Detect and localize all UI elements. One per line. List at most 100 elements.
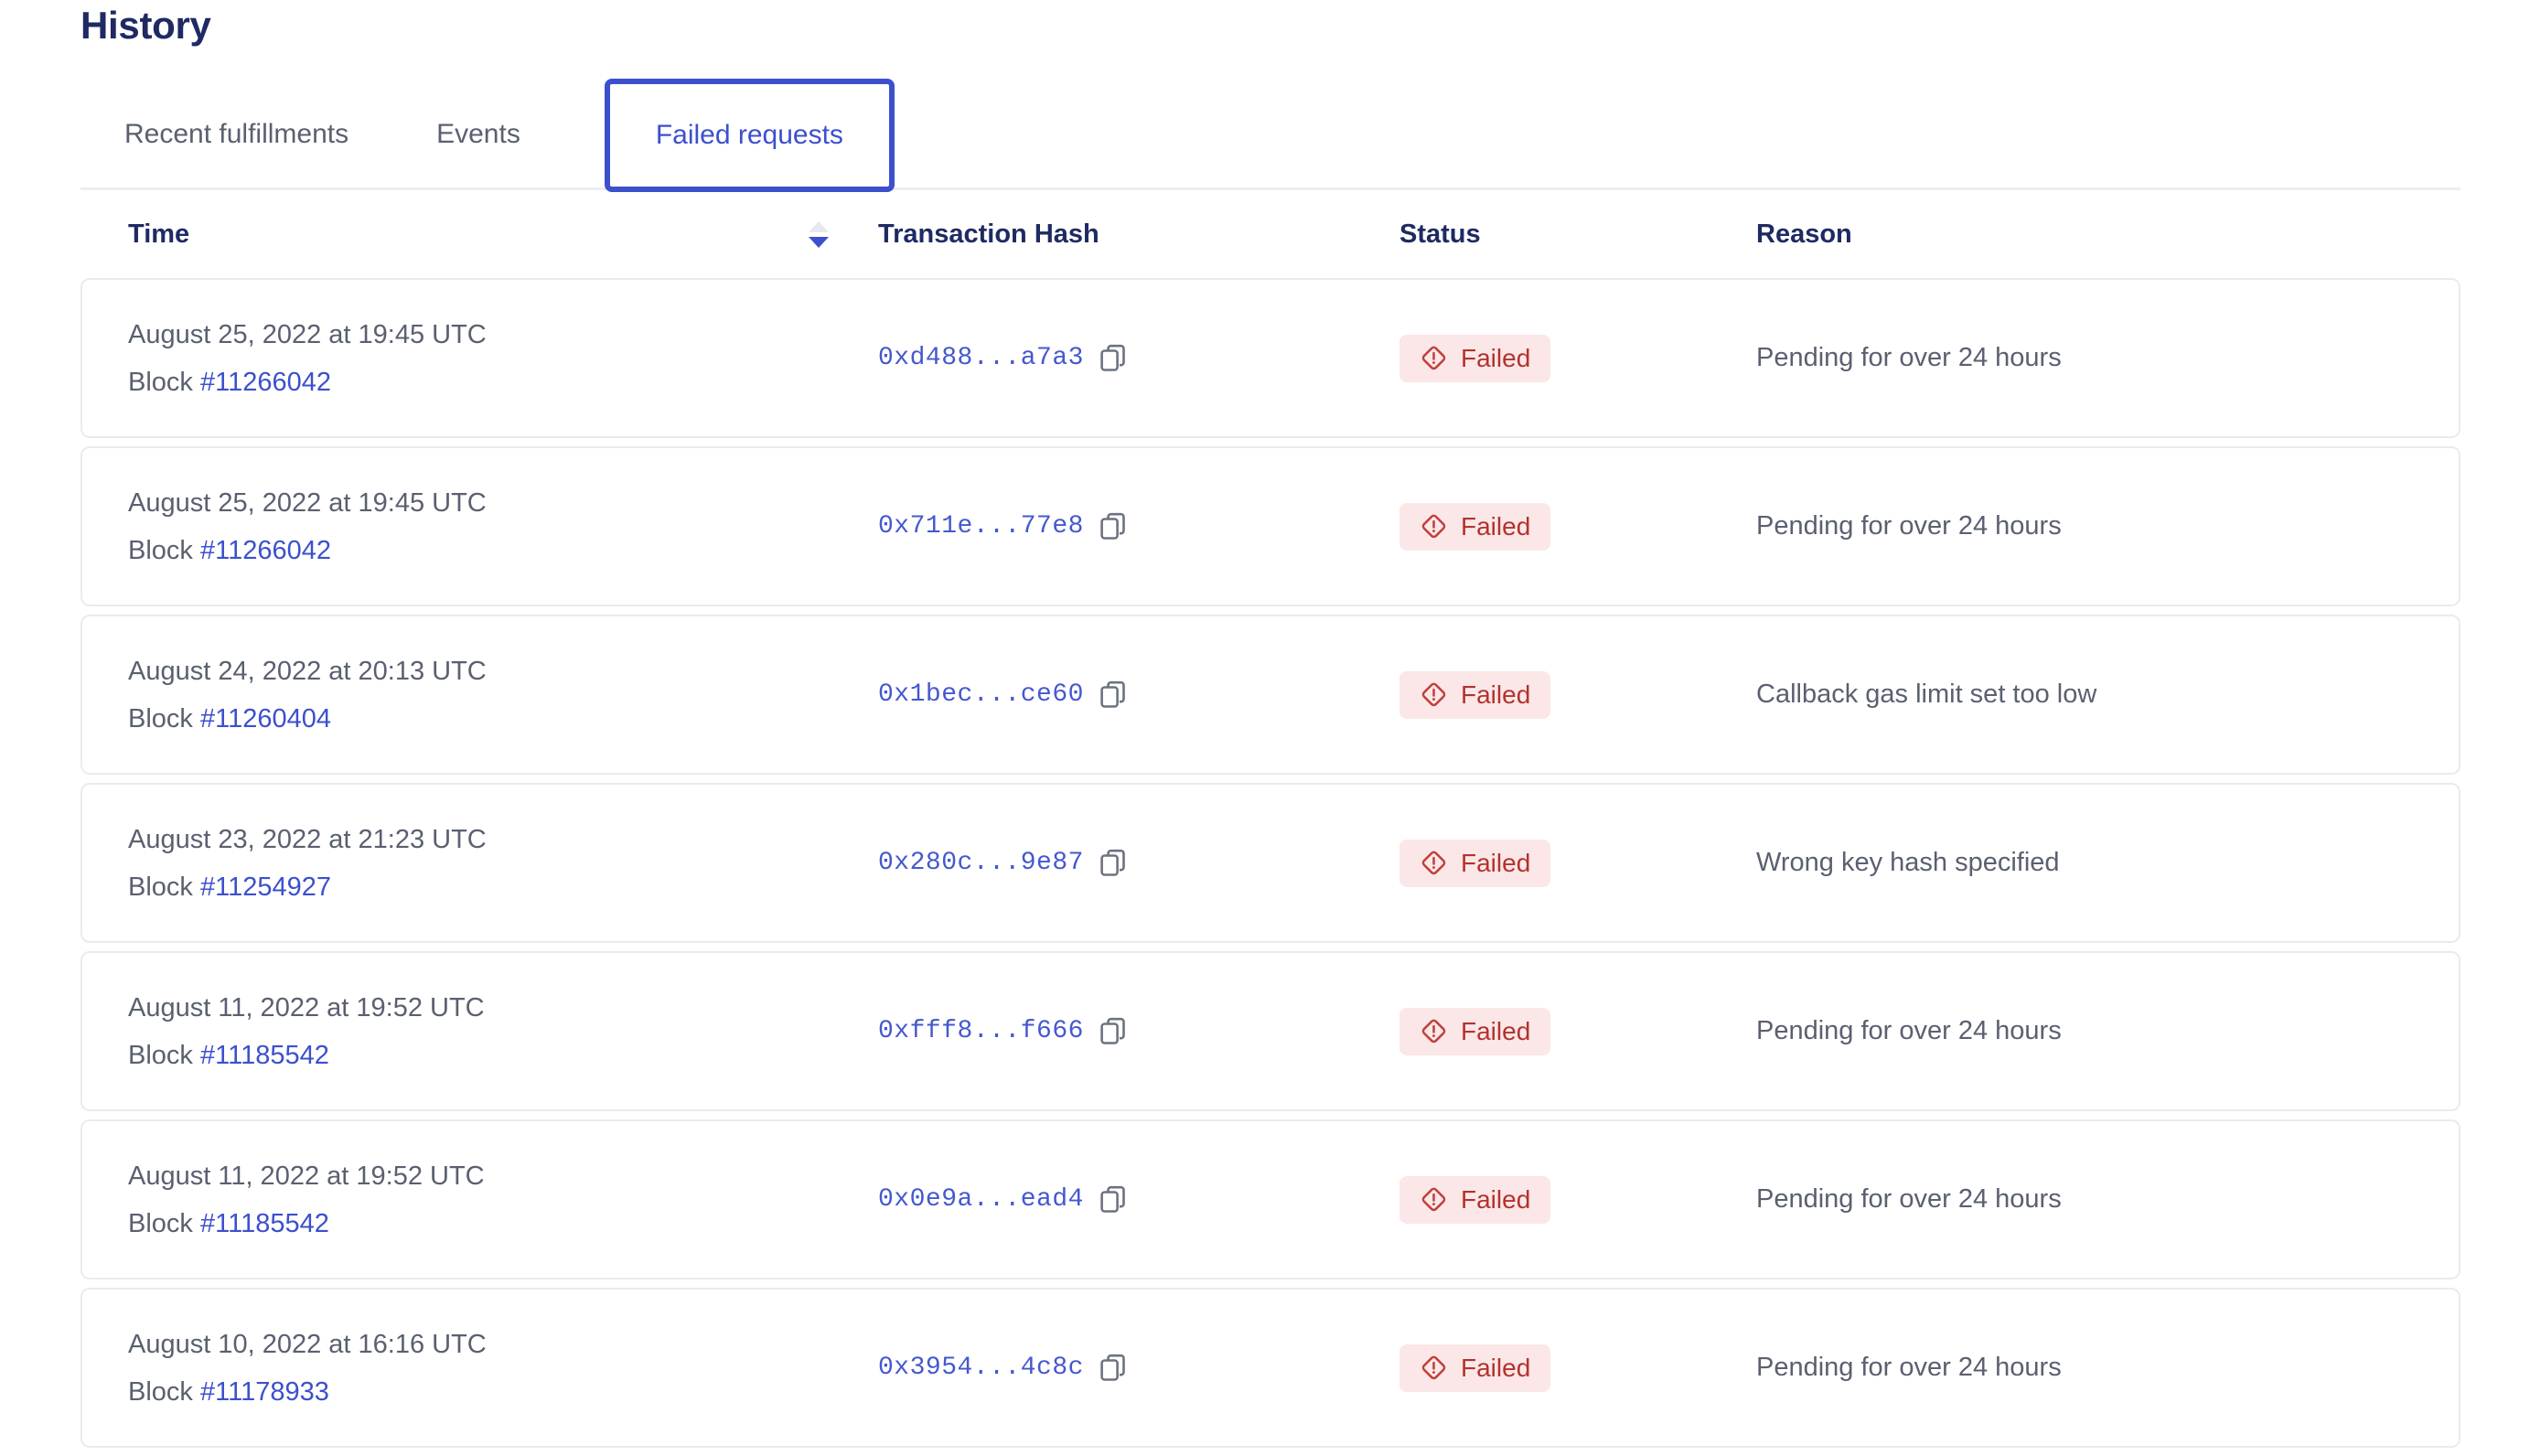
copy-icon[interactable] [1100, 1354, 1128, 1383]
cell-transaction-hash: 0x3954...4c8c [878, 1354, 1399, 1383]
column-header-reason: Reason [1756, 219, 2413, 250]
status-badge-label: Failed [1461, 848, 1531, 877]
copy-icon[interactable] [1100, 849, 1128, 878]
row-date: August 11, 2022 at 19:52 UTC [128, 1161, 485, 1191]
row-date: August 11, 2022 at 19:52 UTC [128, 992, 485, 1022]
row-date: August 25, 2022 at 19:45 UTC [128, 319, 487, 349]
tab-bar-divider [80, 187, 2461, 190]
reason-text: Pending for over 24 hours [1756, 511, 2062, 541]
copy-icon[interactable] [1100, 680, 1128, 710]
block-link[interactable]: #11185542 [199, 1040, 329, 1070]
reason-text: Pending for over 24 hours [1756, 1016, 2062, 1045]
alert-diamond-icon [1420, 1185, 1448, 1214]
table-row: August 25, 2022 at 19:45 UTC Block #1126… [80, 446, 2461, 606]
status-badge-label: Failed [1461, 343, 1531, 372]
status-badge-label: Failed [1461, 1184, 1531, 1214]
transaction-hash-link[interactable]: 0xfff8...f666 [878, 1017, 1084, 1045]
block-label: Block [128, 872, 193, 902]
tab-bar: Recent fulfillments Events Failed reques… [80, 79, 2461, 192]
cell-time: August 11, 2022 at 19:52 UTC Block #1118… [128, 1158, 878, 1242]
cell-transaction-hash: 0xfff8...f666 [878, 1017, 1399, 1046]
table-row: August 24, 2022 at 20:13 UTC Block #1126… [80, 615, 2461, 775]
block-link[interactable]: #11178933 [199, 1376, 329, 1407]
status-badge-label: Failed [1461, 1016, 1531, 1045]
reason-text: Pending for over 24 hours [1756, 343, 2062, 372]
row-date: August 10, 2022 at 16:16 UTC [128, 1329, 487, 1359]
cell-reason: Pending for over 24 hours [1756, 511, 2413, 541]
cell-transaction-hash: 0x711e...77e8 [878, 512, 1399, 541]
cell-reason: Pending for over 24 hours [1756, 343, 2413, 373]
transaction-hash-link[interactable]: 0xd488...a7a3 [878, 344, 1084, 372]
alert-diamond-icon [1420, 512, 1448, 541]
row-block: Block #11185542 [128, 1037, 329, 1074]
cell-status: Failed [1399, 1175, 1756, 1224]
cell-time: August 10, 2022 at 16:16 UTC Block #1117… [128, 1326, 878, 1410]
block-link[interactable]: #11266042 [199, 535, 331, 565]
cell-time: August 11, 2022 at 19:52 UTC Block #1118… [128, 990, 878, 1074]
cell-status: Failed [1399, 502, 1756, 551]
column-header-transaction-hash-label: Transaction Hash [878, 219, 1099, 249]
block-label: Block [128, 1376, 193, 1407]
status-badge: Failed [1399, 670, 1551, 719]
block-label: Block [128, 535, 193, 565]
column-header-time-label: Time [128, 219, 190, 249]
cell-transaction-hash: 0x1bec...ce60 [878, 680, 1399, 710]
copy-icon[interactable] [1100, 1017, 1128, 1046]
cell-time: August 24, 2022 at 20:13 UTC Block #1126… [128, 653, 878, 737]
tab-events[interactable]: Events [392, 79, 564, 190]
block-link[interactable]: #11260404 [199, 703, 331, 733]
transaction-hash-link[interactable]: 0x711e...77e8 [878, 512, 1084, 541]
transaction-hash-link[interactable]: 0x1bec...ce60 [878, 680, 1084, 709]
status-badge: Failed [1399, 502, 1551, 551]
transaction-hash-link[interactable]: 0x280c...9e87 [878, 849, 1084, 877]
column-header-time[interactable]: Time [128, 216, 878, 252]
status-badge-label: Failed [1461, 511, 1531, 541]
block-link[interactable]: #11266042 [199, 367, 331, 397]
alert-diamond-icon [1420, 1017, 1448, 1045]
status-badge-label: Failed [1461, 680, 1531, 709]
cell-time: August 25, 2022 at 19:45 UTC Block #1126… [128, 316, 878, 401]
transaction-hash-link[interactable]: 0x3954...4c8c [878, 1354, 1084, 1382]
sort-toggle-time[interactable] [807, 216, 831, 252]
transaction-hash-link[interactable]: 0x0e9a...ead4 [878, 1185, 1084, 1214]
block-link[interactable]: #11254927 [199, 872, 331, 902]
alert-diamond-icon [1420, 1354, 1448, 1382]
row-block: Block #11266042 [128, 364, 331, 401]
cell-transaction-hash: 0xd488...a7a3 [878, 344, 1399, 373]
cell-time: August 23, 2022 at 21:23 UTC Block #1125… [128, 821, 878, 905]
failed-requests-table: August 25, 2022 at 19:45 UTC Block #1126… [80, 278, 2461, 1448]
triangle-down-icon [809, 236, 829, 248]
block-link[interactable]: #11185542 [199, 1208, 329, 1238]
cell-reason: Pending for over 24 hours [1756, 1353, 2413, 1383]
status-badge: Failed [1399, 1175, 1551, 1224]
cell-reason: Pending for over 24 hours [1756, 1016, 2413, 1046]
row-date: August 23, 2022 at 21:23 UTC [128, 824, 487, 854]
page-title: History [80, 4, 211, 47]
cell-time: August 25, 2022 at 19:45 UTC Block #1126… [128, 485, 878, 569]
alert-diamond-icon [1420, 849, 1448, 877]
row-block: Block #11178933 [128, 1374, 329, 1410]
table-header-row: Time Transaction Hash Status Reason [80, 190, 2461, 278]
column-header-status-label: Status [1399, 219, 1481, 249]
copy-icon[interactable] [1100, 1185, 1128, 1215]
status-badge: Failed [1399, 1007, 1551, 1055]
column-header-status: Status [1399, 219, 1756, 250]
block-label: Block [128, 1040, 193, 1070]
status-badge: Failed [1399, 334, 1551, 382]
row-block: Block #11266042 [128, 532, 331, 569]
status-badge: Failed [1399, 1344, 1551, 1392]
copy-icon[interactable] [1100, 512, 1128, 541]
copy-icon[interactable] [1100, 344, 1128, 373]
block-label: Block [128, 1208, 193, 1238]
alert-diamond-icon [1420, 680, 1448, 709]
tab-failed-requests[interactable]: Failed requests [604, 79, 895, 192]
cell-reason: Wrong key hash specified [1756, 848, 2413, 878]
reason-text: Pending for over 24 hours [1756, 1353, 2062, 1382]
cell-status: Failed [1399, 670, 1756, 719]
row-block: Block #11254927 [128, 869, 331, 905]
table-row: August 11, 2022 at 19:52 UTC Block #1118… [80, 951, 2461, 1111]
tab-recent-fulfillments[interactable]: Recent fulfillments [80, 79, 392, 190]
row-block: Block #11260404 [128, 701, 331, 737]
table-row: August 11, 2022 at 19:52 UTC Block #1118… [80, 1119, 2461, 1279]
